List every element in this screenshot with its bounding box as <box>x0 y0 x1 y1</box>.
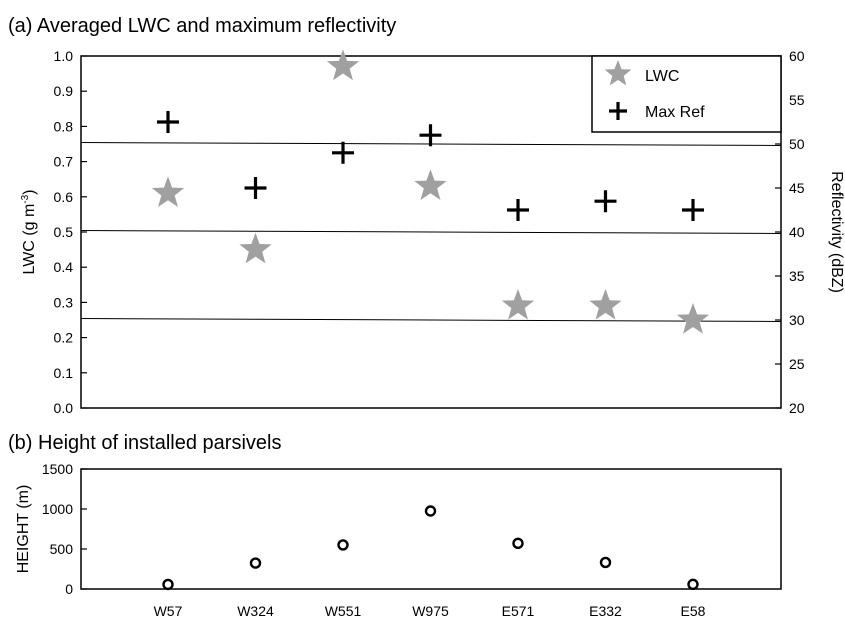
b-tick-label: 0 <box>65 581 73 597</box>
left-tick-label: 0.9 <box>54 83 74 99</box>
right-tick-label: 25 <box>789 356 805 372</box>
maxref-plus-point <box>682 199 704 221</box>
height-circle-point <box>249 557 262 569</box>
height-circle-point <box>337 539 349 551</box>
right-tick-label: 60 <box>789 48 805 64</box>
height-circle-point <box>599 556 612 569</box>
panel-b-title: (b) Height of installed parsivels <box>8 432 281 454</box>
legend-maxref-plus-marker <box>609 102 627 120</box>
panel-b-y-axis: 0 500 1000 1500 <box>42 461 87 597</box>
legend-box <box>591 55 782 133</box>
left-tick-label: 0.1 <box>54 365 74 381</box>
maxref-plus-point <box>594 190 617 213</box>
panel-b-data-marks <box>162 505 699 591</box>
left-tick-label: 0.4 <box>54 259 74 275</box>
lwc-star-point <box>239 232 272 264</box>
lwc-star-point <box>589 288 622 320</box>
left-tick-label: 0.5 <box>54 224 74 240</box>
height-circle-point <box>512 537 524 550</box>
x-tick-label: E332 <box>589 603 622 619</box>
right-tick-label: 45 <box>789 180 805 196</box>
left-tick-label: 0.0 <box>54 400 74 416</box>
right-tick-label: 35 <box>789 268 805 284</box>
b-tick-label: 1000 <box>42 501 73 517</box>
left-tick-label: 0.7 <box>54 154 74 170</box>
lwc-star-point <box>151 176 185 208</box>
panel-a-left-y-axis: 0.0 0.1 0.2 0.3 0.4 0.5 0.6 0.7 0.8 0.9 1.0 <box>54 48 87 416</box>
panel-a-reference-lines <box>80 142 782 322</box>
height-circle-point <box>424 505 437 517</box>
panel-a-right-y-axis: 20 25 30 35 40 45 50 55 60 <box>775 48 805 416</box>
maxref-plus-point <box>419 124 442 147</box>
x-tick-label: W57 <box>154 603 183 619</box>
lwc-star-point <box>501 288 535 320</box>
panel-a: (a) Averaged LWC and maximum reflectivit… <box>8 15 845 416</box>
x-tick-label: W975 <box>412 603 449 619</box>
reference-line-30dbz <box>80 318 782 322</box>
b-tick-label: 1500 <box>42 461 73 477</box>
shared-x-axis-labels: W57 W324 W551 W975 E571 E332 E58 <box>154 603 706 619</box>
legend-maxref-label: Max Ref <box>645 104 705 121</box>
maxref-plus-point <box>244 177 267 199</box>
panel-b-plot-frame <box>80 468 782 590</box>
panel-a-data-marks <box>151 49 710 334</box>
right-tick-label: 55 <box>789 92 805 108</box>
right-tick-label: 20 <box>789 400 805 416</box>
left-tick-label: 1.0 <box>54 48 74 64</box>
maxref-plus-point <box>157 111 179 133</box>
maxref-plus-point <box>332 141 354 164</box>
panel-b-y-axis-title: HEIGHT (m) <box>15 485 32 574</box>
left-tick-label: 0.8 <box>54 118 74 134</box>
right-tick-label: 50 <box>789 136 805 152</box>
legend-lwc-label: LWC <box>645 68 679 85</box>
x-tick-label: E58 <box>681 603 706 619</box>
x-tick-label: W324 <box>237 603 274 619</box>
lwc-star-point <box>326 49 360 81</box>
panel-a-title: (a) Averaged LWC and maximum reflectivit… <box>8 15 396 37</box>
b-tick-label: 500 <box>50 541 74 557</box>
panel-b: (b) Height of installed parsivels 0 500 10… <box>8 432 782 619</box>
reference-line-40dbz <box>80 230 782 234</box>
legend-star-shape <box>604 60 632 86</box>
left-tick-label: 0.6 <box>54 189 74 205</box>
left-tick-label: 0.3 <box>54 294 74 310</box>
panel-a-y2-axis-title: Reflectivity (dBZ) <box>828 171 845 293</box>
panel-a-legend: LWC Max Ref <box>591 55 782 133</box>
legend-plus-shape <box>609 102 627 120</box>
legend-lwc-star-marker <box>604 60 632 86</box>
left-tick-label: 0.2 <box>54 330 74 346</box>
maxref-plus-point <box>507 199 529 221</box>
x-tick-label: W551 <box>325 603 362 619</box>
lwc-star-point <box>414 169 447 200</box>
lwc-star-point <box>676 303 710 334</box>
right-tick-label: 40 <box>789 224 805 240</box>
panel-a-y-axis-title: LWC (g m-3) <box>20 189 38 274</box>
height-circle-point <box>162 578 174 591</box>
x-tick-label: E571 <box>502 603 535 619</box>
right-tick-label: 30 <box>789 312 805 328</box>
height-circle-point <box>687 578 699 591</box>
